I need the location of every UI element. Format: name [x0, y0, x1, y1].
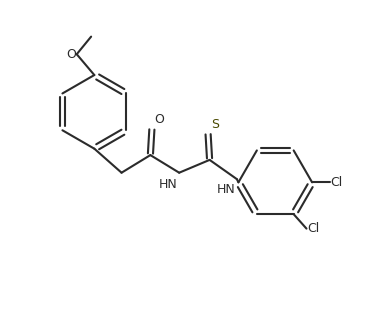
Text: O: O [154, 113, 164, 126]
Text: HN: HN [217, 183, 235, 196]
Text: O: O [66, 48, 76, 61]
Text: Cl: Cl [331, 176, 343, 189]
Text: HN: HN [159, 178, 177, 191]
Text: Cl: Cl [308, 222, 320, 235]
Text: S: S [211, 118, 219, 131]
